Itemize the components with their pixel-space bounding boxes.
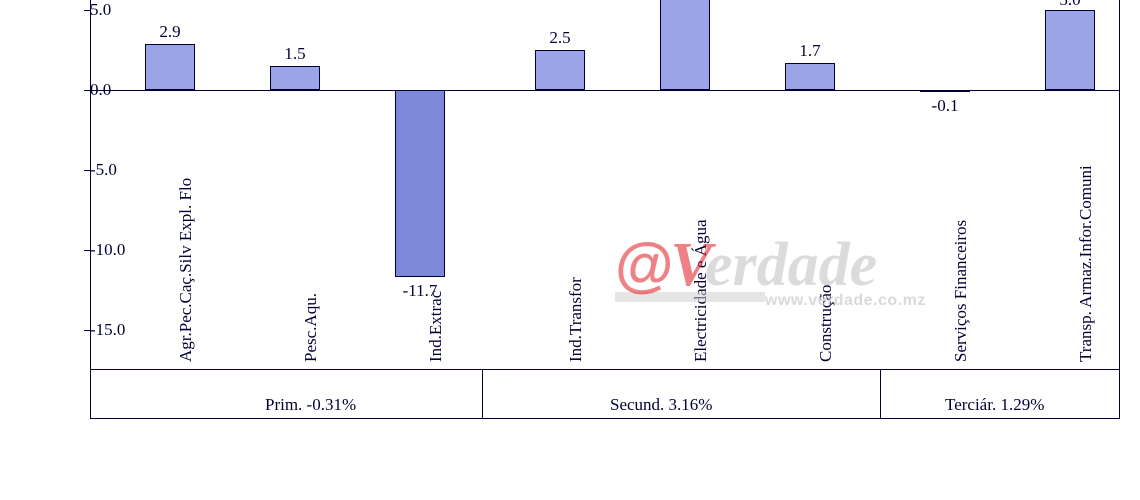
group-separator-0 bbox=[482, 370, 483, 418]
value-label-pesc: 1.5 bbox=[284, 44, 305, 64]
value-label-transp: 5.0 bbox=[1059, 0, 1080, 10]
category-label-agr: Agr.Pec.Caç.Silv Expl. Flo bbox=[176, 178, 196, 362]
category-label-transp: Transp. Armaz.Infor.Comuni bbox=[1076, 165, 1096, 362]
y-tick-mark bbox=[84, 330, 90, 331]
y-tick-mark bbox=[84, 170, 90, 171]
category-label-extrac: Ind.Extrac bbox=[426, 291, 446, 362]
category-label-transf: Ind.Transfor bbox=[566, 277, 586, 362]
value-label-transf: 2.5 bbox=[549, 28, 570, 48]
bar-fin bbox=[920, 90, 970, 92]
value-label-constr: 1.7 bbox=[799, 41, 820, 61]
frame-extension-l bbox=[90, 370, 91, 418]
y-tick-mark bbox=[84, 250, 90, 251]
group-baseline bbox=[90, 418, 1120, 419]
group-separator-1 bbox=[880, 370, 881, 418]
y-tick-mark bbox=[84, 10, 90, 11]
value-label-agr: 2.9 bbox=[159, 22, 180, 42]
bar-pesc bbox=[270, 66, 320, 90]
group-label-2: Terciár. 1.29% bbox=[945, 395, 1044, 415]
category-label-fin: Serviços Financeiros bbox=[951, 220, 971, 362]
bar-agr bbox=[145, 44, 195, 90]
value-label-fin: -0.1 bbox=[932, 96, 959, 116]
bar-constr bbox=[785, 63, 835, 90]
category-label-pesc: Pesc.Aqu. bbox=[301, 293, 321, 362]
bar-elec bbox=[660, 0, 710, 90]
category-label-elec: Electricidade e Água bbox=[691, 219, 711, 362]
bar-extrac bbox=[395, 90, 445, 277]
frame-extension-r bbox=[1119, 370, 1120, 418]
category-label-constr: Construção bbox=[816, 285, 836, 362]
bar-transf bbox=[535, 50, 585, 90]
group-label-0: Prim. -0.31% bbox=[265, 395, 356, 415]
group-label-1: Secund. 3.16% bbox=[610, 395, 712, 415]
bar-transp bbox=[1045, 10, 1095, 90]
